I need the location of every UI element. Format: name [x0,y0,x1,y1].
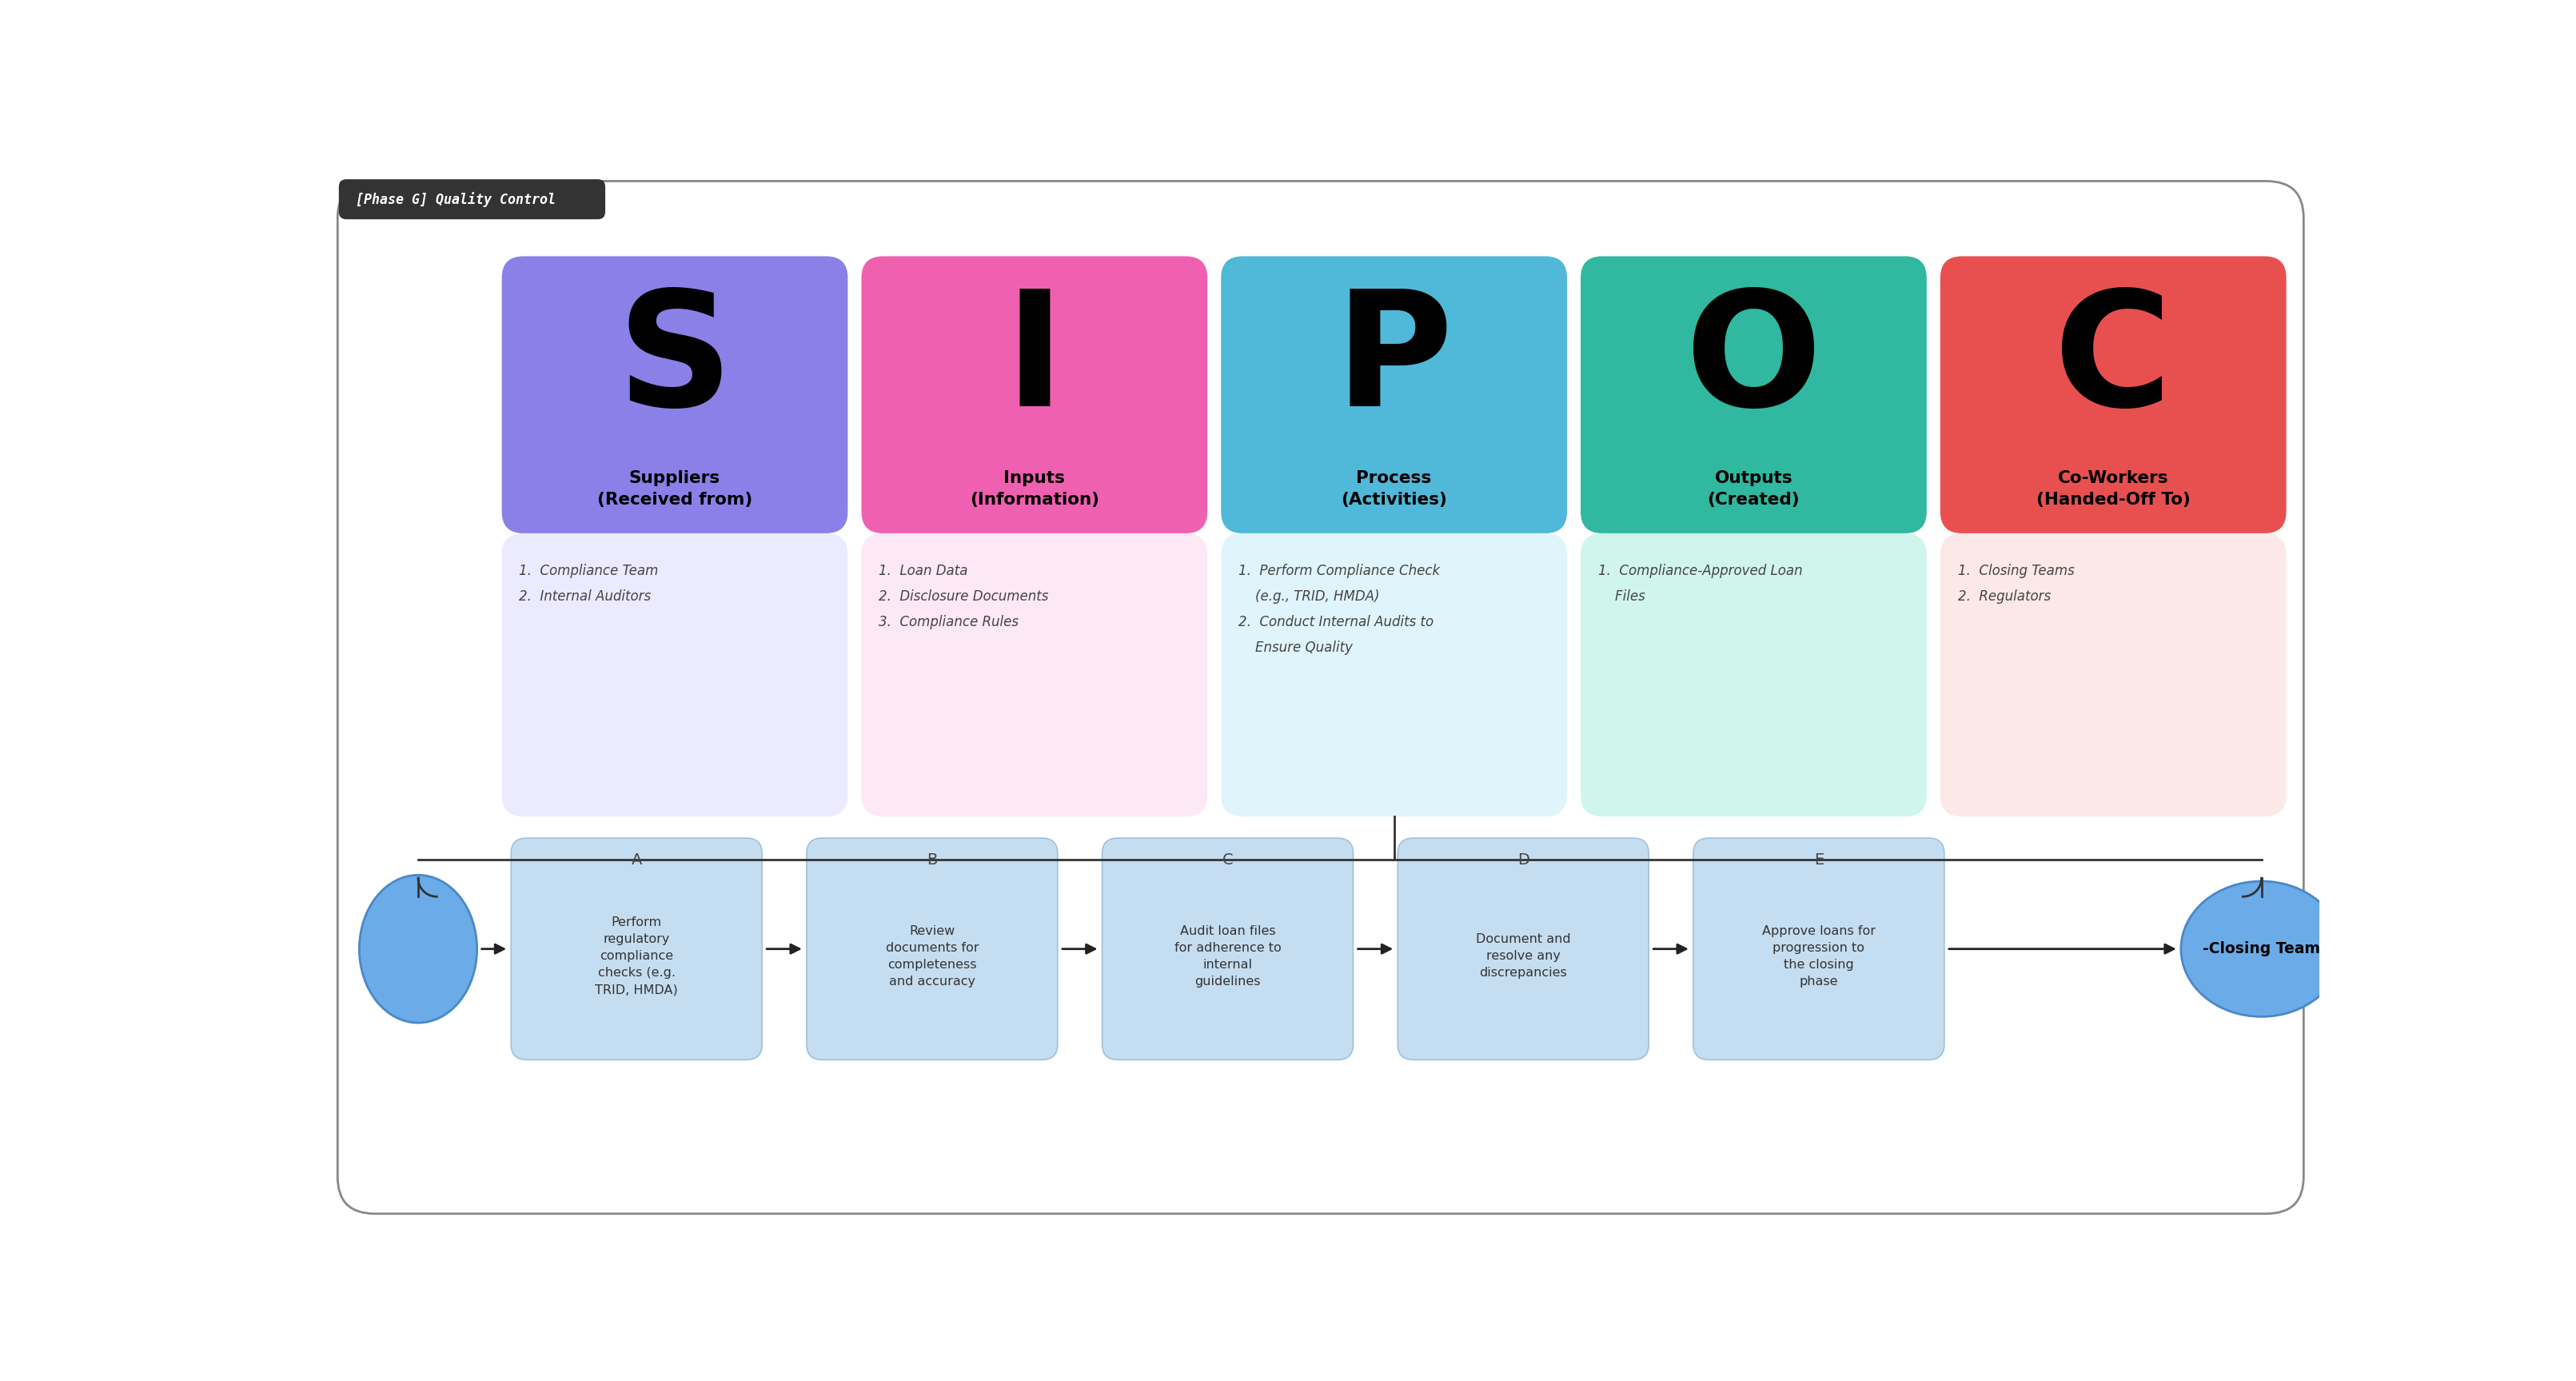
Text: Outputs
(Created): Outputs (Created) [1708,471,1798,508]
FancyBboxPatch shape [1579,257,1927,533]
FancyBboxPatch shape [1396,838,1649,1059]
FancyBboxPatch shape [337,180,605,220]
Text: S: S [616,283,732,439]
FancyBboxPatch shape [1221,533,1566,816]
FancyBboxPatch shape [860,257,1208,533]
Text: -Closing Team: -Closing Team [2202,942,2318,957]
FancyBboxPatch shape [337,181,2303,1214]
FancyBboxPatch shape [510,838,762,1059]
FancyBboxPatch shape [502,257,848,533]
Text: Approve loans for
progression to
the closing
phase: Approve loans for progression to the clo… [1762,925,1875,987]
FancyBboxPatch shape [1692,838,1945,1059]
FancyBboxPatch shape [860,533,1208,816]
FancyBboxPatch shape [502,533,848,816]
FancyBboxPatch shape [1940,257,2285,533]
Text: P: P [1334,283,1453,439]
Text: O: O [1685,283,1821,439]
Text: Suppliers
(Received from): Suppliers (Received from) [598,471,752,508]
Text: Process
(Activities): Process (Activities) [1340,471,1448,508]
Text: Co-Workers
(Handed-Off To): Co-Workers (Handed-Off To) [2035,471,2190,508]
FancyBboxPatch shape [1579,533,1927,816]
Text: C: C [1221,852,1234,867]
Text: 1.  Perform Compliance Check
    (e.g., TRID, HMDA)
2.  Conduct Internal Audits : 1. Perform Compliance Check (e.g., TRID,… [1239,563,1440,655]
Text: Review
documents for
completeness
and accuracy: Review documents for completeness and ac… [886,925,979,987]
FancyBboxPatch shape [1940,533,2285,816]
Text: E: E [1814,852,1824,867]
Text: 1.  Compliance-Approved Loan
    Files: 1. Compliance-Approved Loan Files [1597,563,1801,603]
Text: B: B [927,852,938,867]
Text: I: I [1005,283,1064,439]
Text: 1.  Loan Data
2.  Disclosure Documents
3.  Compliance Rules: 1. Loan Data 2. Disclosure Documents 3. … [878,563,1048,630]
Text: 1.  Closing Teams
2.  Regulators: 1. Closing Teams 2. Regulators [1958,563,2074,603]
Text: A: A [631,852,641,867]
FancyBboxPatch shape [1103,838,1352,1059]
Text: D: D [1517,852,1528,867]
Ellipse shape [358,876,477,1023]
FancyBboxPatch shape [1221,257,1566,533]
Text: [Phase G] Quality Control: [Phase G] Quality Control [355,192,556,207]
Text: Document and
resolve any
discrepancies: Document and resolve any discrepancies [1476,934,1571,979]
Ellipse shape [2179,881,2342,1016]
FancyBboxPatch shape [806,838,1056,1059]
Text: Inputs
(Information): Inputs (Information) [969,471,1100,508]
Text: C: C [2053,283,2172,439]
Text: Perform
regulatory
compliance
checks (e.g.
TRID, HMDA): Perform regulatory compliance checks (e.… [595,917,677,996]
Text: 1.  Compliance Team
2.  Internal Auditors: 1. Compliance Team 2. Internal Auditors [518,563,659,603]
Text: Audit loan files
for adherence to
internal
guidelines: Audit loan files for adherence to intern… [1175,925,1280,987]
